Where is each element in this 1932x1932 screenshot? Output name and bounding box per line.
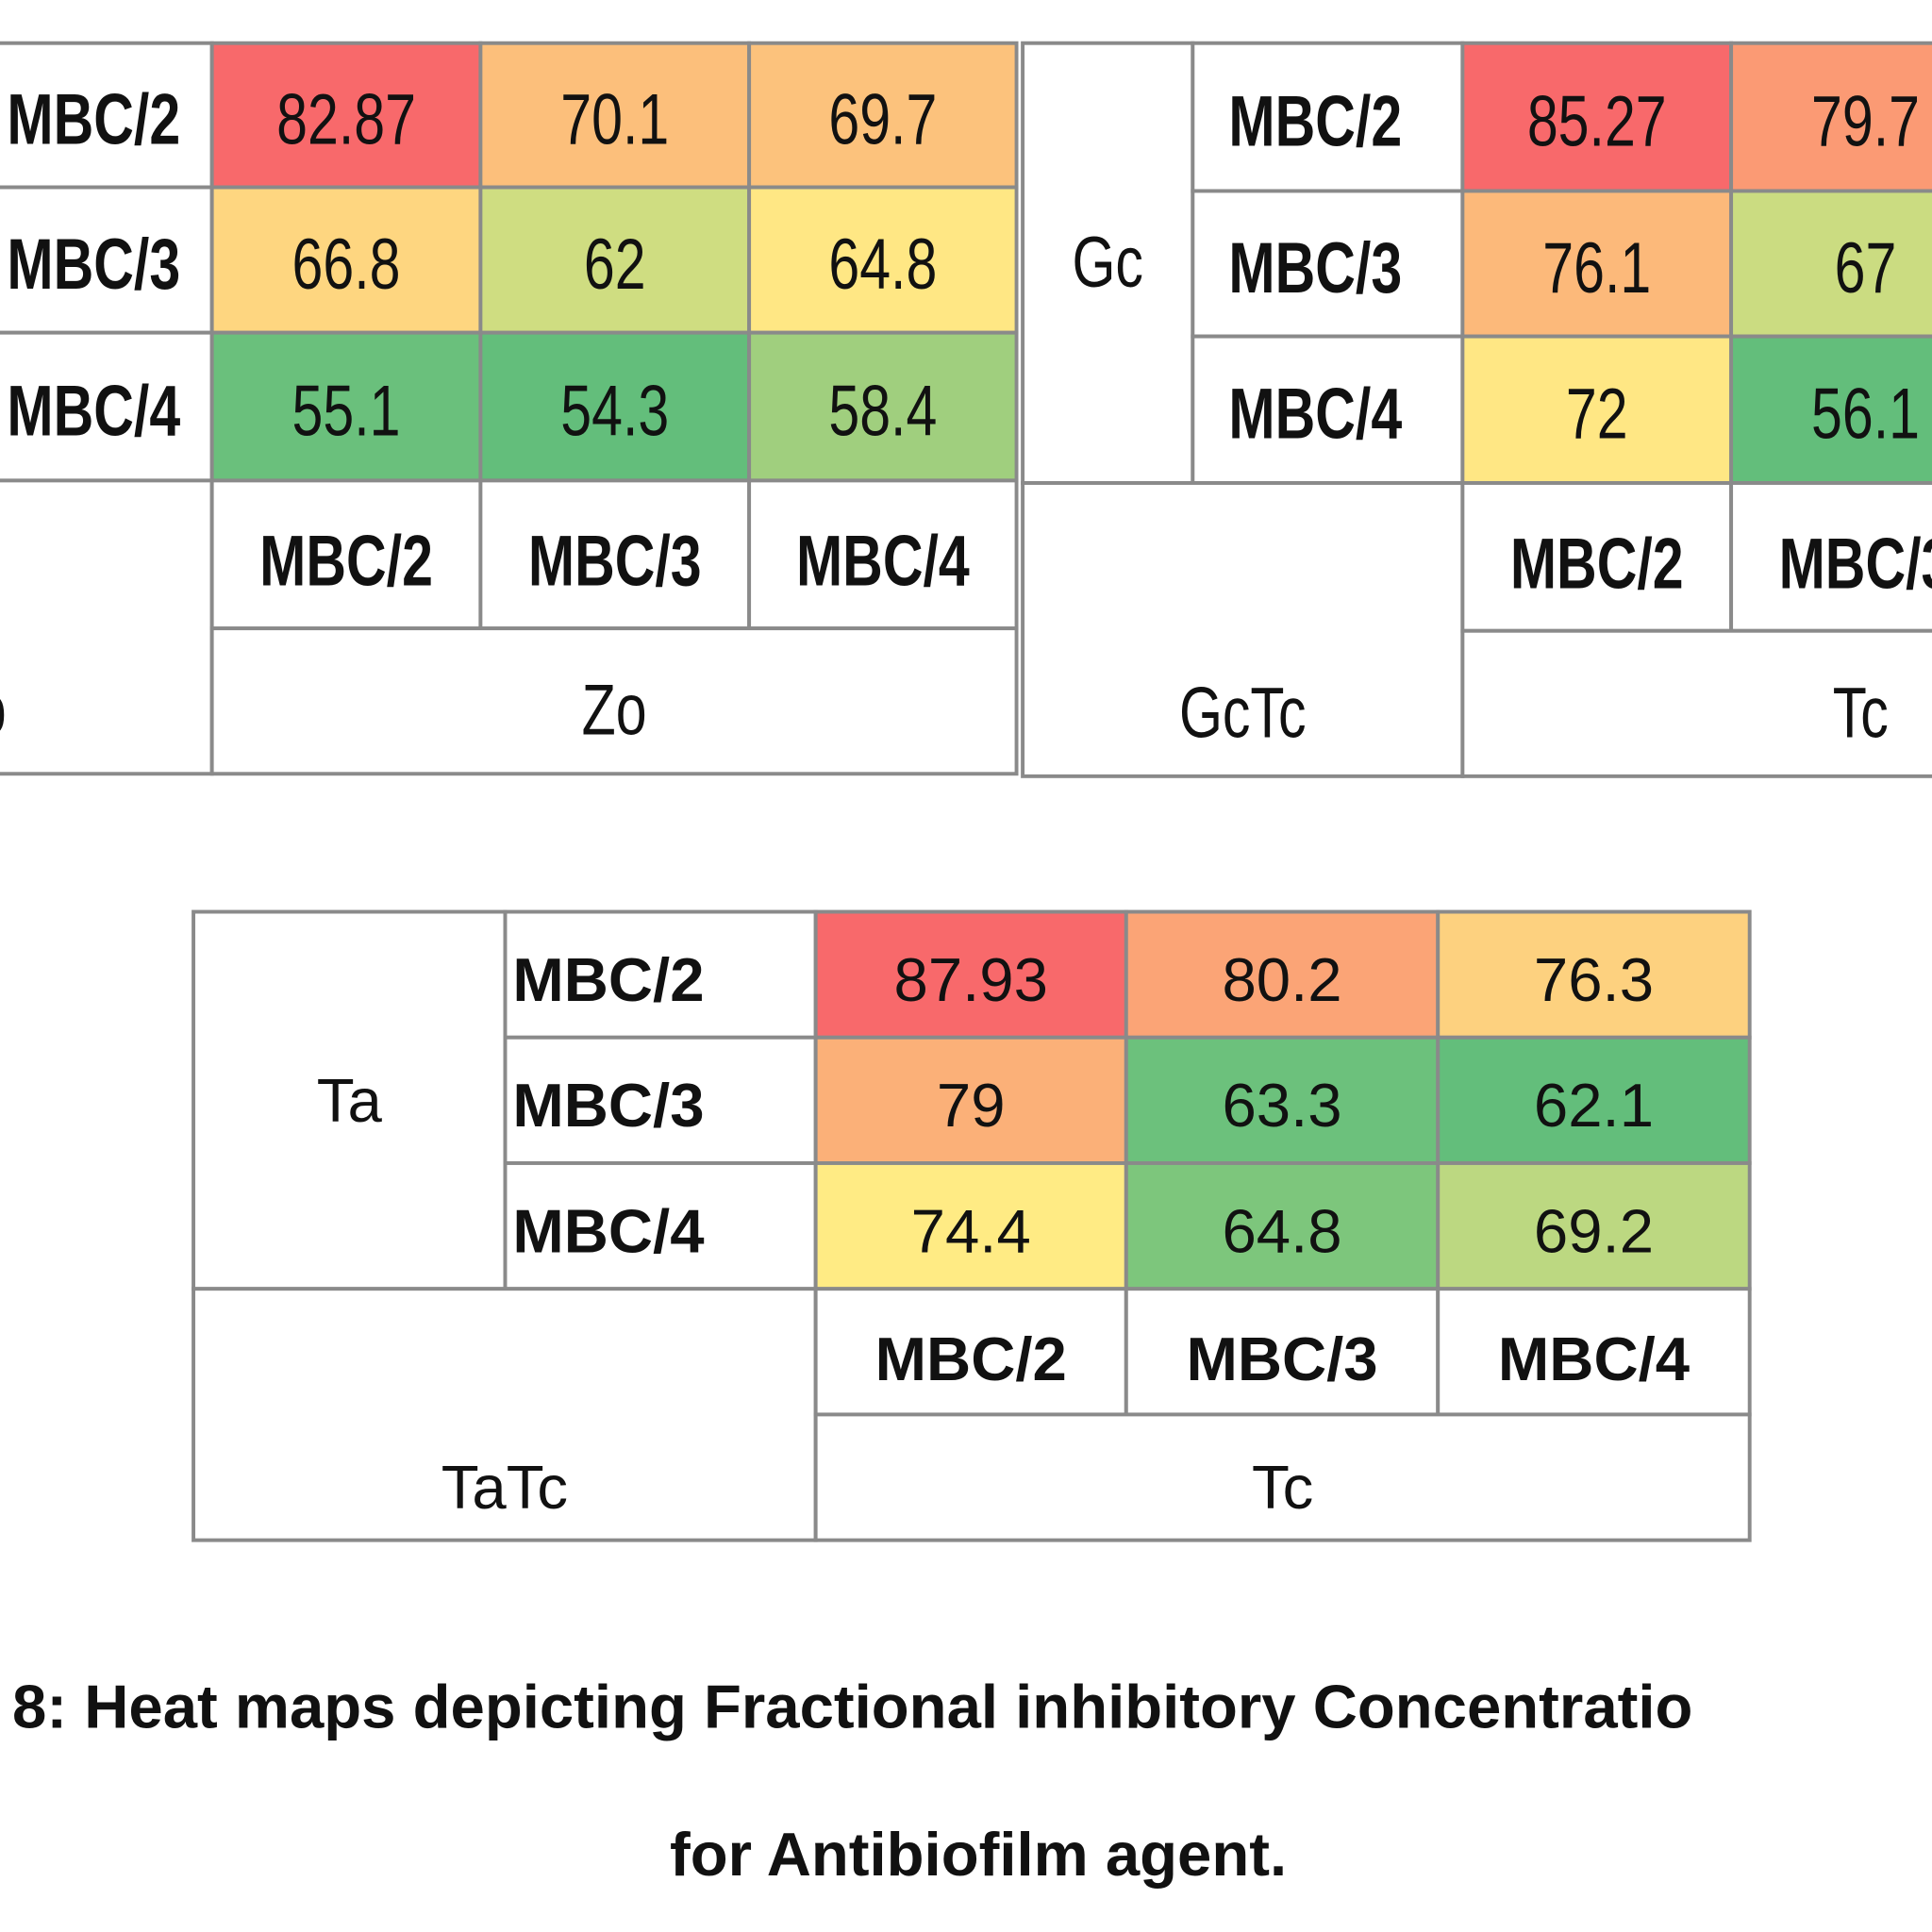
cell-value: 76.1 [1542,229,1651,308]
cell-value: 62.1 [1534,1071,1654,1140]
heat-cell [1729,41,1932,193]
row-label: MBC/3 [512,1071,704,1140]
corner-label: o [0,672,7,751]
col-label: MBC/3 [1779,525,1932,604]
cell-value: 79 [937,1071,1006,1140]
col-group-cell [209,626,1019,776]
heat-cell [1729,334,1932,485]
col-group-cell [1460,628,1932,778]
cell-value: 69.2 [1534,1196,1654,1265]
row-label: MBC/3 [1228,229,1402,308]
row-label: MBC/2 [1228,82,1402,161]
heat-cell [747,330,1019,483]
col-label: MBC/2 [259,523,433,602]
cell-value: 79.7 [1811,82,1920,161]
col-label: MBC/2 [1510,525,1684,604]
heat-cell [1436,1161,1752,1291]
cell-value: 64.8 [1222,1196,1341,1265]
cell-value: 80.2 [1222,945,1341,1014]
corner-label: GcTc [1179,674,1307,753]
col-group-label: Tc [1252,1453,1313,1522]
cell-value: 76.3 [1534,945,1654,1014]
cell-value: 66.8 [292,225,401,305]
cell-value: 67 [1835,229,1897,308]
col-label: MBC/4 [1498,1324,1690,1393]
heat-cell [1460,189,1734,339]
row-group-label: Gc [1072,224,1142,303]
col-group-label: Zo [582,672,647,751]
col-label: MBC/2 [875,1324,1067,1393]
cell-value: 54.3 [560,372,669,451]
col-label: MBC/3 [528,523,702,602]
row-label: MBC/4 [7,372,180,451]
cell-value: 85.27 [1527,82,1667,161]
heat-cell [1124,1035,1441,1165]
cell-value: 87.93 [894,945,1048,1014]
heat-cell [1460,334,1734,485]
cell-value: 74.4 [911,1196,1031,1265]
cell-value: 55.1 [292,372,401,451]
row-label-cell [1191,334,1465,485]
corner-cell [0,478,214,776]
cell-value: 72 [1566,375,1628,455]
col-label-cell [209,478,483,631]
cell-value: 56.1 [1811,375,1920,455]
heat-cell [747,185,1019,335]
row-label: MBC/2 [7,81,180,160]
corner-cell [1021,481,1465,778]
heat-cell [1729,189,1932,339]
heat-cell [747,41,1019,190]
cell-value: 58.4 [828,372,937,451]
cell-value: 69.7 [828,81,937,160]
col-label-cell [747,478,1019,631]
cell-value: 64.8 [828,225,937,305]
cell-value: 62 [584,225,646,305]
heat-cell [1436,1035,1752,1165]
row-label: MBC/3 [7,225,180,305]
row-label: MBC/4 [512,1196,704,1265]
cell-value: 82.87 [276,81,416,160]
heat-cell [1460,41,1734,193]
row-group-label: Ta [317,1066,383,1135]
caption-line: for Antibiofilm agent. [670,1820,1287,1889]
caption-line: 8: Heat maps depicting Fractional inhibi… [12,1672,1692,1740]
row-label-cell [503,1161,818,1291]
col-group-label: Tc [1833,674,1889,753]
col-group-cell [813,1412,1752,1542]
heat-cell [209,330,483,483]
heat-cell [1436,909,1752,1040]
col-label-cell [1124,1287,1441,1417]
col-label: MBC/4 [796,523,970,602]
cell-value: 70.1 [560,81,669,160]
cell-value: 63.3 [1222,1071,1341,1140]
heat-cell [813,1035,1128,1165]
corner-label: TaTc [441,1453,568,1522]
heat-cell [209,41,483,190]
heat-cell [813,909,1128,1040]
heat-cell [1124,1161,1441,1291]
col-label: MBC/3 [1186,1324,1377,1393]
row-label-cell [503,909,818,1040]
col-label-cell [478,478,752,631]
corner-cell [192,1287,818,1542]
row-label: MBC/2 [512,945,704,1014]
row-label: MBC/4 [1228,375,1402,455]
